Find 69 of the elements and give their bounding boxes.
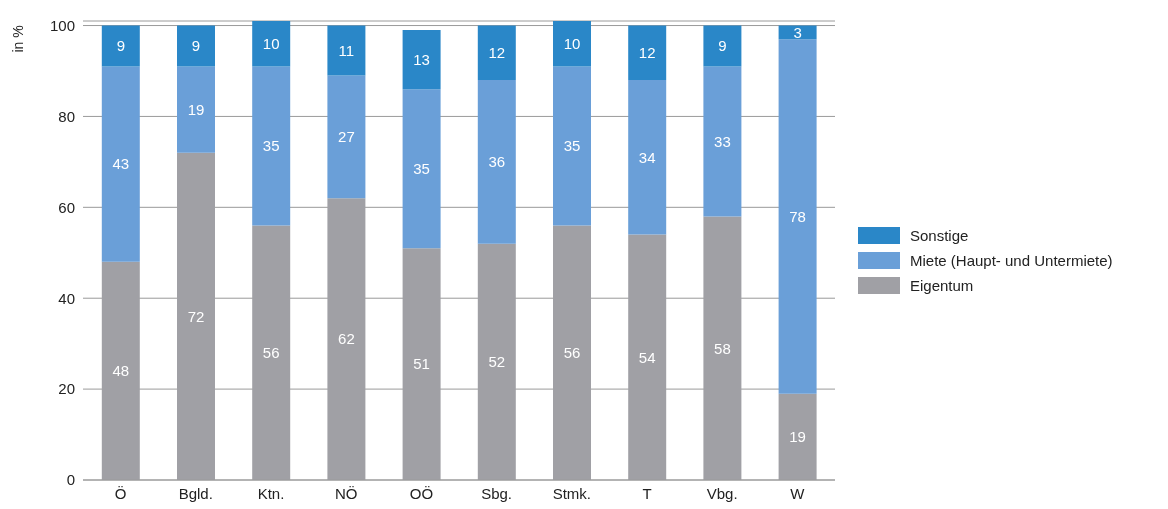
data-label: 58 [714,339,731,357]
data-label: 35 [413,160,430,178]
data-label: 12 [638,44,656,62]
data-label: 34 [638,148,656,166]
data-label: 72 [187,307,205,325]
data-label: 19 [789,428,806,446]
y-tick-label: 40 [58,289,75,307]
x-tick-label: NÖ [334,484,358,502]
y-tick-label: 20 [58,380,75,398]
bar [327,75,366,199]
data-label: 9 [116,37,125,55]
data-label: 62 [338,330,355,348]
x-tick-label: Sbg. [481,484,513,502]
x-tick-label: Ktn. [257,484,285,502]
y-tick-label: 0 [66,471,75,489]
bar [402,30,441,90]
y-tick-label: 80 [58,107,75,125]
data-label: 51 [413,355,430,373]
data-label: 9 [718,37,727,55]
data-label: 11 [338,41,355,59]
bar [703,25,742,67]
bar [101,66,140,262]
bar [177,66,215,153]
bar [327,25,366,76]
bar [628,80,667,235]
bar [703,66,742,217]
bar [628,25,667,81]
data-label: 35 [262,137,280,155]
legend-label: Sonstige [910,227,969,244]
data-label: 36 [488,153,506,171]
data-label: 52 [488,353,506,371]
y-tick-label: 60 [58,198,75,216]
bar [177,25,215,67]
bar [252,66,291,226]
data-label: 56 [262,344,280,362]
bar [553,66,591,226]
x-tick-label: W [790,484,806,502]
bar [778,39,817,394]
x-tick-label: Vbg. [706,484,738,502]
y-tick-label: 100 [49,16,75,34]
bar [101,25,140,67]
x-tick-label: OÖ [409,484,434,502]
bar [477,25,516,81]
bar [477,80,516,244]
legend-label: Eigentum [910,277,974,294]
bar [402,89,441,249]
data-label: 35 [563,137,581,155]
data-label: 56 [563,344,581,362]
bar [252,21,291,67]
legend-label: Miete (Haupt- und Untermiete) [910,252,1113,269]
data-label: 54 [638,348,656,366]
data-label: 12 [488,44,506,62]
data-label: 27 [338,128,355,146]
data-label: 33 [714,132,731,150]
data-label: 13 [413,50,430,68]
data-label: 9 [191,37,201,55]
data-label: 48 [112,362,130,380]
y-axis-title: in % [10,25,27,53]
data-label: 10 [563,35,581,53]
data-label: 3 [793,23,802,41]
data-label: 10 [262,35,280,53]
bar [553,21,591,67]
x-tick-label: T [642,484,652,502]
x-tick-label: Ö [114,484,127,502]
data-label: 19 [187,100,205,118]
x-tick-label: Bgld. [178,484,213,502]
data-label: 43 [112,155,130,173]
x-tick-label: Stmk. [552,484,591,502]
data-label: 78 [789,207,806,225]
